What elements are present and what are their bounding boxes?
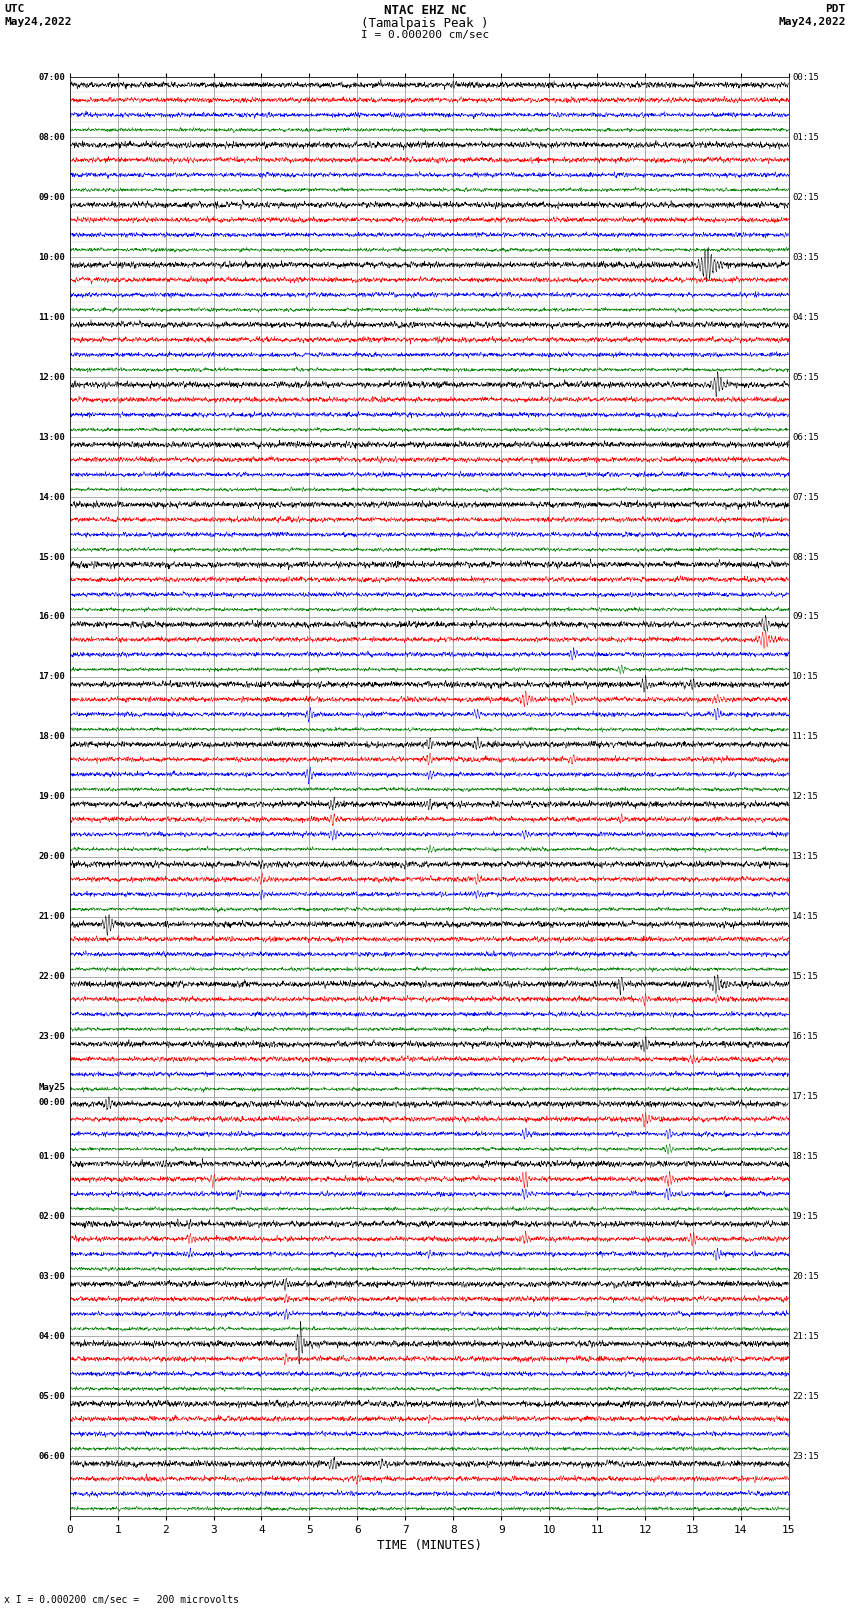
Text: 07:00: 07:00 — [38, 73, 65, 82]
Text: 20:15: 20:15 — [792, 1273, 819, 1281]
Text: 19:15: 19:15 — [792, 1211, 819, 1221]
Text: 21:00: 21:00 — [38, 913, 65, 921]
Text: 22:15: 22:15 — [792, 1392, 819, 1400]
Text: x I = 0.000200 cm/sec =   200 microvolts: x I = 0.000200 cm/sec = 200 microvolts — [4, 1595, 239, 1605]
Text: 12:00: 12:00 — [38, 373, 65, 382]
Text: 08:15: 08:15 — [792, 553, 819, 561]
Text: 23:00: 23:00 — [38, 1032, 65, 1040]
Text: 06:00: 06:00 — [38, 1452, 65, 1461]
Text: 01:15: 01:15 — [792, 132, 819, 142]
Text: 20:00: 20:00 — [38, 852, 65, 861]
Text: 09:00: 09:00 — [38, 194, 65, 202]
Text: 00:15: 00:15 — [792, 73, 819, 82]
Text: 16:00: 16:00 — [38, 613, 65, 621]
Text: 16:15: 16:15 — [792, 1032, 819, 1040]
Text: 14:15: 14:15 — [792, 913, 819, 921]
Text: 14:00: 14:00 — [38, 492, 65, 502]
Text: 05:00: 05:00 — [38, 1392, 65, 1400]
Text: 23:15: 23:15 — [792, 1452, 819, 1461]
Text: 03:15: 03:15 — [792, 253, 819, 261]
Text: 06:15: 06:15 — [792, 432, 819, 442]
Text: 17:00: 17:00 — [38, 673, 65, 681]
Text: 11:15: 11:15 — [792, 732, 819, 742]
Text: 15:15: 15:15 — [792, 973, 819, 981]
Text: 03:00: 03:00 — [38, 1273, 65, 1281]
Text: (Tamalpais Peak ): (Tamalpais Peak ) — [361, 18, 489, 31]
Text: 00:00: 00:00 — [38, 1098, 65, 1107]
Text: 04:00: 04:00 — [38, 1332, 65, 1340]
Text: 22:00: 22:00 — [38, 973, 65, 981]
Text: 09:15: 09:15 — [792, 613, 819, 621]
Text: May24,2022: May24,2022 — [4, 18, 71, 27]
Text: May24,2022: May24,2022 — [779, 18, 846, 27]
Text: 13:00: 13:00 — [38, 432, 65, 442]
Text: 18:15: 18:15 — [792, 1152, 819, 1161]
Text: May25: May25 — [38, 1082, 65, 1092]
Text: 04:15: 04:15 — [792, 313, 819, 321]
Text: 11:00: 11:00 — [38, 313, 65, 321]
Text: 02:15: 02:15 — [792, 194, 819, 202]
Text: 05:15: 05:15 — [792, 373, 819, 382]
Text: PDT: PDT — [825, 5, 846, 15]
Text: 17:15: 17:15 — [792, 1092, 819, 1102]
Text: 21:15: 21:15 — [792, 1332, 819, 1340]
Text: 15:00: 15:00 — [38, 553, 65, 561]
Text: UTC: UTC — [4, 5, 25, 15]
Text: 10:00: 10:00 — [38, 253, 65, 261]
Text: 02:00: 02:00 — [38, 1211, 65, 1221]
X-axis label: TIME (MINUTES): TIME (MINUTES) — [377, 1539, 482, 1552]
Text: 18:00: 18:00 — [38, 732, 65, 742]
Text: 07:15: 07:15 — [792, 492, 819, 502]
Text: 01:00: 01:00 — [38, 1152, 65, 1161]
Text: NTAC EHZ NC: NTAC EHZ NC — [383, 5, 467, 18]
Text: 13:15: 13:15 — [792, 852, 819, 861]
Text: 08:00: 08:00 — [38, 132, 65, 142]
Text: 19:00: 19:00 — [38, 792, 65, 802]
Text: I = 0.000200 cm/sec: I = 0.000200 cm/sec — [361, 31, 489, 40]
Text: 10:15: 10:15 — [792, 673, 819, 681]
Text: 12:15: 12:15 — [792, 792, 819, 802]
